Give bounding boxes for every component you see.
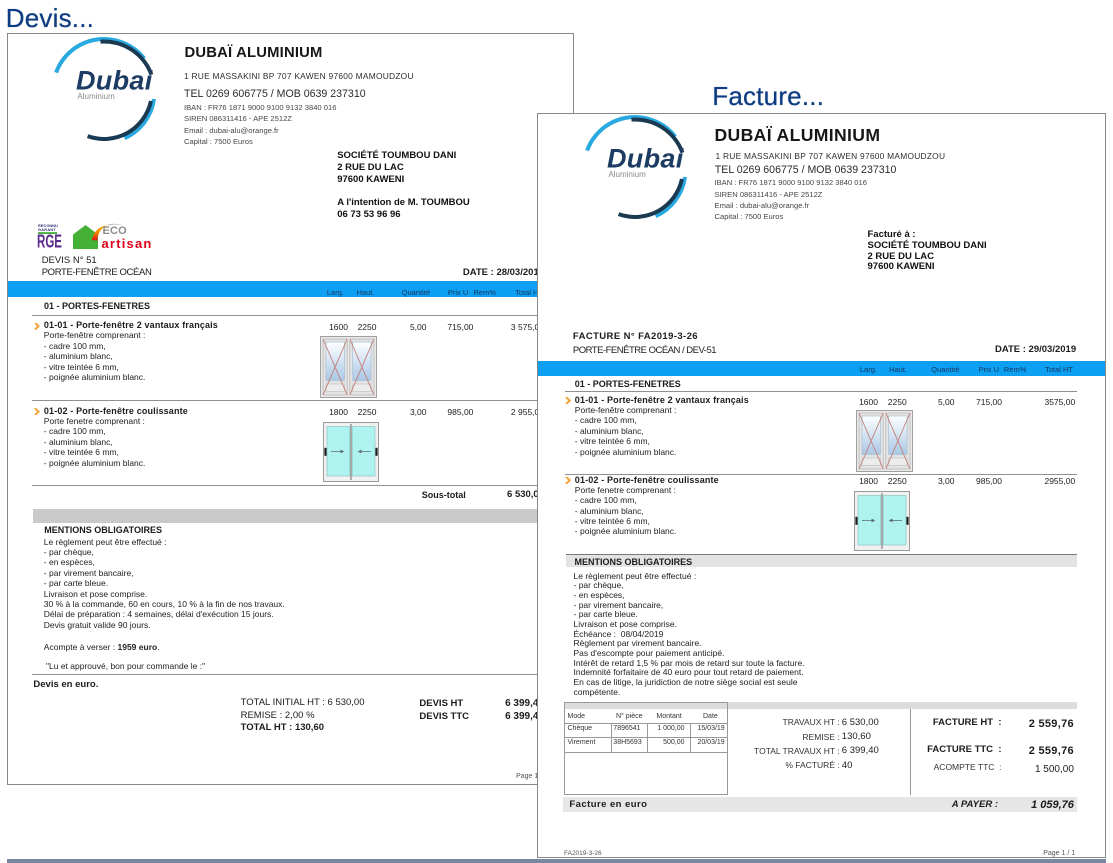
svg-text:Dubai: Dubai <box>76 65 153 95</box>
svg-text:Dubai: Dubai <box>607 143 684 173</box>
svg-text:artisan: artisan <box>101 236 152 251</box>
svg-text:ECO: ECO <box>102 225 127 237</box>
svg-text:Aluminium: Aluminium <box>608 170 646 179</box>
svg-text:GARANT: GARANT <box>38 228 56 232</box>
svg-text:RGE: RGE <box>37 232 62 250</box>
svg-text:Aluminium: Aluminium <box>77 92 115 101</box>
svg-text:RECONNU: RECONNU <box>38 224 58 228</box>
